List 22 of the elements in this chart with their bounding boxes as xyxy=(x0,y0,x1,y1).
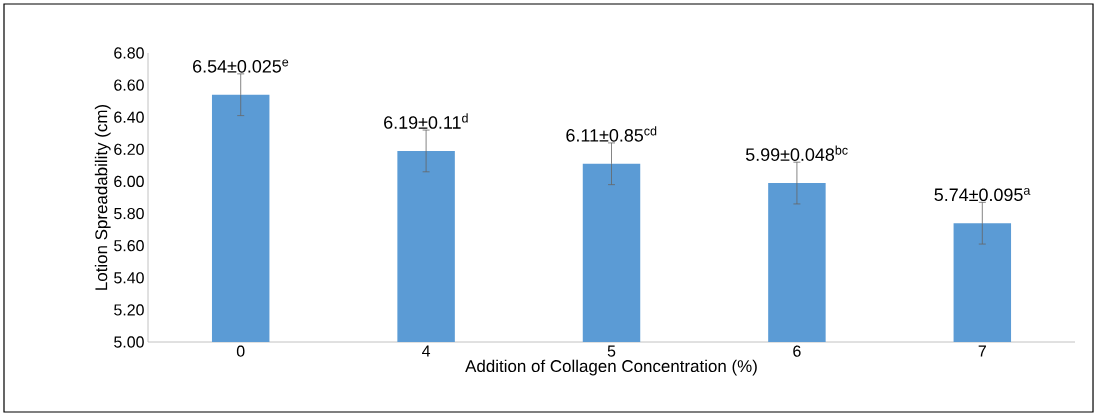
data-label: 5.74±0.095$^{a}$ xyxy=(934,187,1031,202)
y-tick-label: 6.40 xyxy=(114,111,144,123)
x-axis-title: Addition of Collagen Concentration (%) xyxy=(465,359,757,376)
y-tick-label: 5.80 xyxy=(114,207,144,220)
y-tick-label: 5.60 xyxy=(114,240,144,252)
data-label: 6.11±0.85$^{cd}$ xyxy=(566,126,657,142)
data-label: 6.19±0.11$^{d}$ xyxy=(384,113,468,129)
y-tick-label: 6.80 xyxy=(114,47,144,59)
x-tick-label: 5 xyxy=(607,345,616,357)
y-tick-label: 5.00 xyxy=(114,336,144,348)
y-tick-label: 5.40 xyxy=(114,272,144,284)
y-tick-label: 6.60 xyxy=(114,79,144,91)
x-tick-label: 6 xyxy=(793,345,801,357)
x-tick-label: 4 xyxy=(422,345,431,357)
y-tick-label: 6.20 xyxy=(114,143,144,155)
x-tick-label: 0 xyxy=(236,345,245,357)
data-label: 6.54±0.025$^{e}$ xyxy=(193,59,289,73)
y-tick-label: 6.00 xyxy=(114,175,144,188)
y-axis-title: Lotion Spreadability (cm) xyxy=(94,104,111,290)
data-label: 5.99±0.048$^{bc}$ xyxy=(745,145,848,161)
y-tick-label: 5.20 xyxy=(114,304,144,316)
x-tick-label: 7 xyxy=(978,345,986,357)
